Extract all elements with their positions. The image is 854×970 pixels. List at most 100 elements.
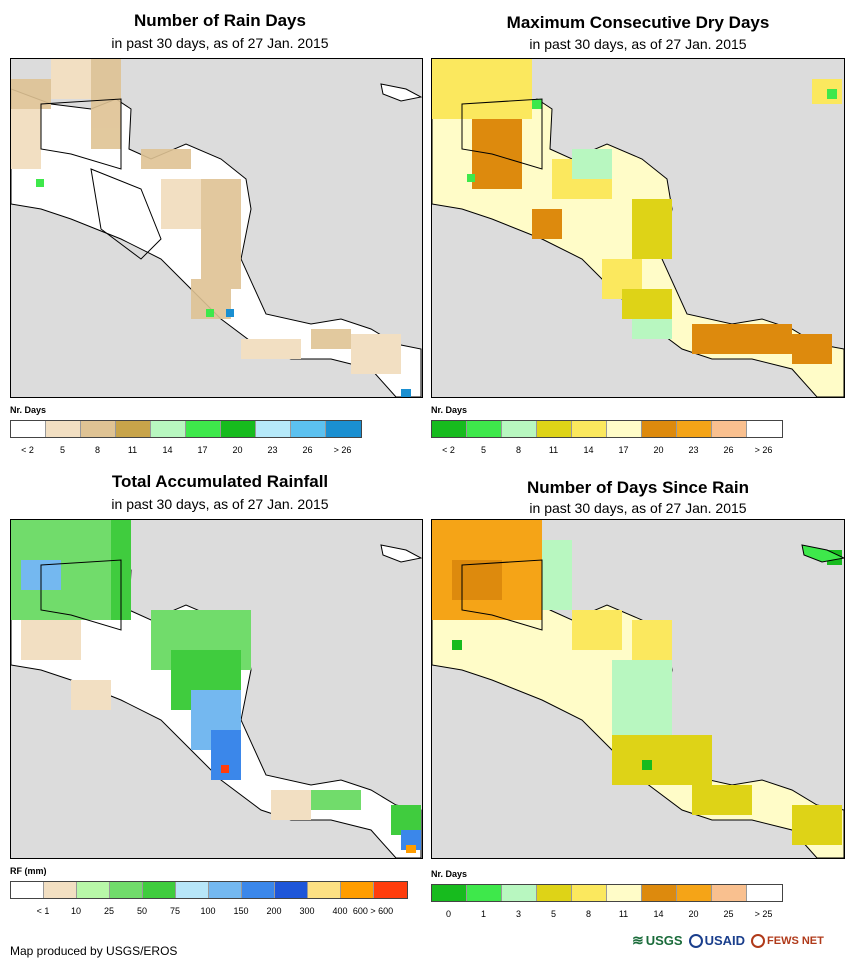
legend-tick-label: 8 — [585, 909, 592, 919]
legend-swatch — [326, 421, 361, 437]
panel-title: Maximum Consecutive Dry Days — [506, 13, 770, 32]
panel-subtitle: in past 30 days, as of 27 Jan. 2015 — [111, 496, 329, 512]
legend-tick-label: 75 — [169, 906, 181, 916]
legend-swatch — [432, 421, 467, 437]
legend-swatch — [642, 421, 677, 437]
legend-swatch — [537, 421, 572, 437]
legend-swatch — [46, 421, 81, 437]
usaid-logo-text: USAID — [704, 933, 746, 948]
legend-tick-label: 14 — [583, 445, 594, 455]
fewsnet-seal-icon — [751, 933, 766, 948]
legend-swatch — [677, 421, 712, 437]
map-graphic — [11, 59, 422, 397]
legend-tick-label: 11 — [548, 445, 559, 455]
legend-tick-label: 17 — [197, 445, 208, 455]
map-graphic — [432, 59, 844, 397]
legend-tick-label: > 26 — [754, 445, 773, 455]
legend-tick-label: 25 — [103, 906, 115, 916]
legend-swatch — [432, 885, 467, 901]
legend-swatch — [677, 885, 712, 901]
logo-strip: ≋ USGS USAID FEWS NET — [632, 932, 824, 949]
legend-tick-label: < 2 — [442, 445, 455, 455]
legend-swatch — [242, 882, 275, 898]
usgs-logo-text: USGS — [645, 933, 683, 948]
legend-swatch — [256, 421, 291, 437]
usgs-logo-icon: ≋ — [632, 932, 644, 948]
legend-tick-label: > 26 — [333, 445, 352, 455]
legend-swatch — [11, 421, 46, 437]
panel-subtitle: in past 30 days, as of 27 Jan. 2015 — [529, 500, 747, 516]
legend-swatch — [11, 882, 44, 898]
map-max-dry-days — [431, 58, 845, 398]
legend-tick-label: 0 — [445, 909, 452, 919]
usaid-logo: USAID — [688, 933, 746, 948]
panel-subtitle: in past 30 days, as of 27 Jan. 2015 — [529, 36, 747, 52]
credit-text: Map produced by USGS/EROS — [10, 944, 178, 958]
legend-tick-label: < 1 — [36, 906, 50, 916]
legend-tick-label: 14 — [162, 445, 173, 455]
legend-swatch — [151, 421, 186, 437]
legend-swatch — [572, 421, 607, 437]
map-rain-days — [10, 58, 423, 398]
legend-tick-label: > 25 — [754, 909, 773, 919]
panel-title: Number of Days Since Rain — [526, 478, 749, 497]
legend-tick-label: 5 — [550, 909, 557, 919]
legend-swatch — [467, 885, 502, 901]
legend-swatch — [275, 882, 308, 898]
legend-swatch — [77, 882, 110, 898]
legend-swatch — [308, 882, 341, 898]
legend-tick-label: 5 — [59, 445, 66, 455]
legend-swatch — [607, 885, 642, 901]
legend-swatch — [502, 421, 537, 437]
legend-tick-label: 200 — [266, 906, 282, 916]
legend-swatch — [143, 882, 176, 898]
legend-swatch — [209, 882, 242, 898]
legend-tick-label: 11 — [618, 909, 629, 919]
legend-tick-label: 100 — [200, 906, 216, 916]
legend-tick-label: 20 — [688, 909, 699, 919]
legend-tick-label: 8 — [94, 445, 101, 455]
legend-swatch — [221, 421, 256, 437]
map-total-rainfall — [10, 519, 423, 859]
legend-tick-label: 1 — [480, 909, 487, 919]
legend-tick-label: 600 > 600 — [352, 906, 394, 916]
legend-tick-label: 23 — [267, 445, 278, 455]
legend-swatch — [374, 882, 407, 898]
usaid-seal-icon — [688, 933, 703, 948]
legend-swatch — [110, 882, 143, 898]
legend-tick-label: 26 — [302, 445, 313, 455]
legend-tick-label: 150 — [233, 906, 249, 916]
legend-bar — [10, 881, 408, 899]
legend-swatch — [642, 885, 677, 901]
legend-tick-label: 8 — [515, 445, 522, 455]
legend-swatch — [607, 421, 642, 437]
legend-tick-label: 5 — [480, 445, 487, 455]
legend-swatch — [116, 421, 151, 437]
legend-swatch — [747, 885, 782, 901]
panel-subtitle: in past 30 days, as of 27 Jan. 2015 — [111, 35, 329, 51]
legend-label: RF (mm) — [10, 866, 47, 876]
legend-swatch — [537, 885, 572, 901]
legend-label: Nr. Days — [10, 405, 47, 415]
legend-swatch — [186, 421, 221, 437]
legend-swatch — [712, 885, 747, 901]
legend-tick-label: 11 — [127, 445, 138, 455]
legend-swatch — [712, 421, 747, 437]
legend-swatch — [467, 421, 502, 437]
map-graphic — [432, 520, 844, 858]
legend-swatch — [291, 421, 326, 437]
legend-tick-label: 23 — [688, 445, 699, 455]
map-days-since-rain — [431, 519, 845, 859]
legend-swatch — [44, 882, 77, 898]
legend-tick-label: 25 — [723, 909, 734, 919]
legend-bar — [10, 420, 362, 438]
legend-swatch — [341, 882, 374, 898]
legend-label: Nr. Days — [431, 869, 468, 879]
legend-swatch — [502, 885, 537, 901]
legend-tick-label: 400 — [332, 906, 348, 916]
legend-swatch — [176, 882, 209, 898]
legend-tick-label: 20 — [232, 445, 243, 455]
panel-title: Number of Rain Days — [134, 11, 306, 30]
legend-tick-label: 17 — [618, 445, 629, 455]
legend-tick-label: 26 — [723, 445, 734, 455]
